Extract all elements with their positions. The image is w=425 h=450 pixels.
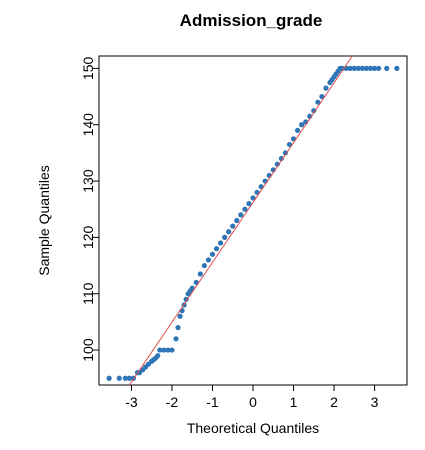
data-point xyxy=(155,353,161,359)
data-point xyxy=(230,223,236,229)
data-point xyxy=(173,336,179,342)
x-axis: -3 -2 -1 0 1 2 3 xyxy=(125,384,379,410)
x-tick-label: -2 xyxy=(166,394,179,410)
data-point xyxy=(254,189,260,195)
data-point xyxy=(355,65,361,71)
y-axis-label: Sample Quantiles xyxy=(36,165,52,276)
x-tick-label: 3 xyxy=(371,394,379,410)
data-point xyxy=(294,127,301,133)
data-point xyxy=(246,200,252,207)
x-tick-label: 0 xyxy=(249,394,257,410)
data-point xyxy=(161,347,167,353)
chart-title: Admission_grade xyxy=(180,11,323,30)
x-tick-label: -3 xyxy=(125,394,138,410)
data-point xyxy=(122,375,128,381)
data-point xyxy=(363,65,370,71)
data-point xyxy=(234,217,240,224)
data-point xyxy=(226,229,232,235)
x-tick-label: -1 xyxy=(206,394,219,410)
data-point xyxy=(299,122,305,128)
x-tick-label: 1 xyxy=(290,394,298,410)
y-tick-label: 120 xyxy=(80,226,96,250)
data-point xyxy=(106,375,112,381)
points-layer xyxy=(106,65,400,381)
y-axis: 100 110 120 130 140 150 xyxy=(80,57,100,362)
data-point xyxy=(217,240,224,246)
y-tick-label: 140 xyxy=(80,113,96,137)
data-point xyxy=(183,296,189,302)
data-point xyxy=(238,212,244,218)
data-point xyxy=(201,262,207,269)
data-point xyxy=(367,65,374,71)
y-tick-label: 100 xyxy=(80,338,96,362)
data-point xyxy=(157,347,163,353)
data-point xyxy=(209,251,216,257)
data-point xyxy=(116,375,122,381)
data-point xyxy=(169,347,175,353)
data-point xyxy=(371,65,378,71)
data-point xyxy=(323,85,329,91)
data-point xyxy=(315,99,321,105)
data-point xyxy=(359,65,366,71)
data-point xyxy=(282,150,289,156)
data-point xyxy=(278,155,284,162)
data-point xyxy=(250,195,256,201)
data-point xyxy=(347,65,353,71)
reference-line xyxy=(128,55,353,386)
data-point xyxy=(175,324,181,331)
data-point xyxy=(311,108,317,114)
plot-frame xyxy=(98,55,408,386)
data-point xyxy=(394,65,400,71)
data-point xyxy=(351,65,357,71)
data-point xyxy=(384,65,390,71)
data-point xyxy=(177,313,183,319)
data-point xyxy=(165,347,171,353)
y-tick-label: 150 xyxy=(80,57,96,81)
data-point xyxy=(213,246,220,252)
x-tick-label: 2 xyxy=(330,394,338,410)
data-point xyxy=(242,206,248,212)
data-point xyxy=(376,65,382,71)
data-point xyxy=(126,375,132,381)
data-point xyxy=(189,285,195,291)
y-tick-label: 130 xyxy=(80,169,96,193)
data-point xyxy=(286,141,293,148)
data-point xyxy=(197,271,203,277)
y-tick-label: 110 xyxy=(80,282,96,305)
data-point xyxy=(319,93,325,100)
data-point xyxy=(205,257,212,263)
data-point xyxy=(222,234,228,241)
x-axis-label: Theoretical Quantiles xyxy=(187,420,319,436)
